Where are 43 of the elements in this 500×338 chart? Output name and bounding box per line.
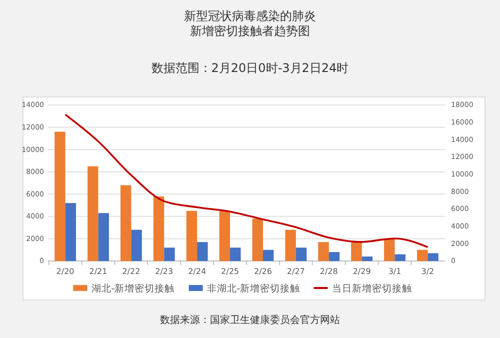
x-tick-label: 2/26	[254, 267, 272, 276]
bar	[88, 166, 98, 261]
x-tick-label: 2/29	[352, 267, 371, 276]
legend-label: 湖北-新增密切接触	[91, 282, 175, 294]
x-tick-label: 3/1	[388, 267, 402, 276]
chart-subtitle: 数据范围：2月20日0时-3月2日24时	[151, 61, 349, 75]
legend-label: 当日新增密切接触	[332, 282, 412, 294]
bar	[98, 213, 109, 261]
bar	[428, 253, 438, 261]
bar	[54, 132, 66, 261]
bar	[252, 218, 263, 261]
chart-title: 新型冠状病毒感染的肺炎新增密切接触者趋势图	[184, 9, 316, 38]
bar	[262, 250, 274, 261]
x-tick-label: 2/23	[155, 267, 174, 276]
bar	[186, 210, 198, 261]
legend-label: 非湖北-新增密切接触	[206, 282, 300, 294]
x-tick-label: 2/28	[320, 267, 338, 276]
bar	[362, 256, 373, 261]
x-tick-label: 2/21	[89, 267, 108, 276]
x-tick-label: 2/24	[188, 267, 206, 276]
bar	[164, 248, 175, 261]
source-note: 数据来源：国家卫生健康委员会官方网站	[160, 314, 340, 326]
bar	[394, 254, 406, 261]
bar	[153, 196, 164, 261]
bar	[65, 203, 76, 261]
bar	[131, 230, 142, 261]
x-tick-label: 2/22	[122, 267, 140, 276]
x-tick-label: 2/20	[56, 267, 74, 276]
x-tick-label: 2/27	[286, 267, 305, 276]
bar	[328, 252, 340, 261]
bar	[384, 238, 395, 261]
bar	[296, 248, 307, 261]
bar	[120, 185, 132, 261]
bar	[230, 248, 241, 261]
line-series	[64, 114, 429, 248]
bar	[416, 250, 428, 261]
bar	[197, 242, 208, 261]
bar	[285, 230, 296, 261]
bar	[318, 242, 329, 261]
bar	[351, 242, 362, 261]
bar	[219, 210, 230, 261]
x-tick-label: 3/2	[421, 267, 434, 276]
x-tick-label: 2/25	[221, 267, 240, 276]
